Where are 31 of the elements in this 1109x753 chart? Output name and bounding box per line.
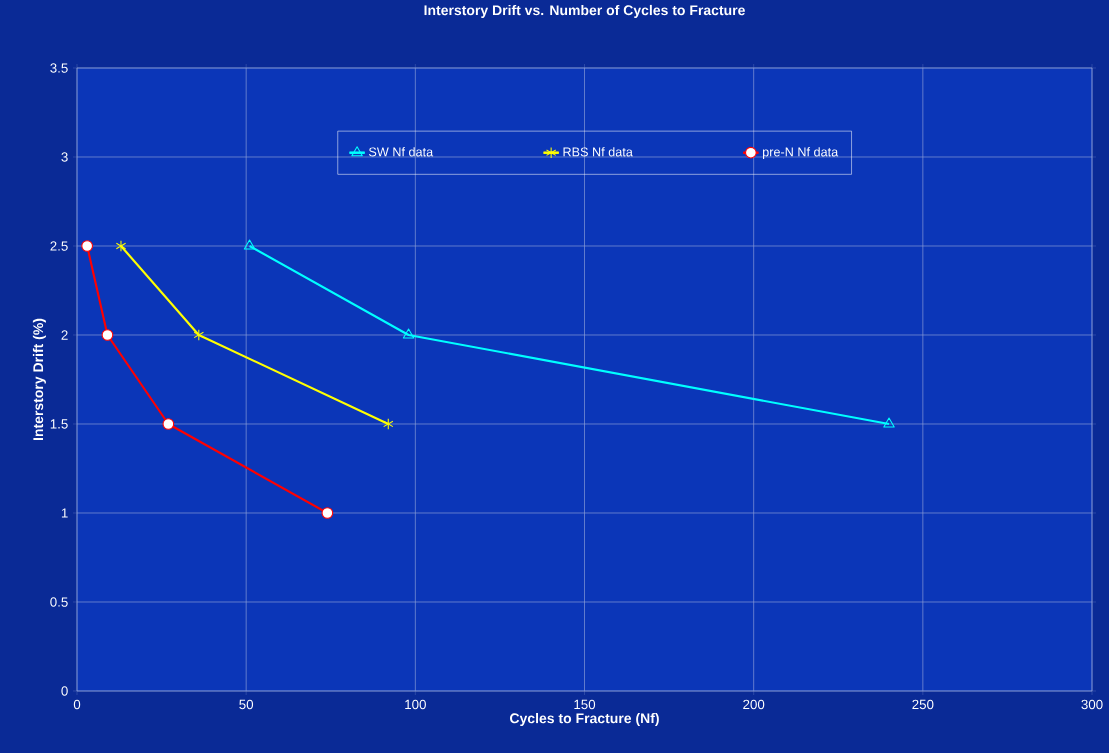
point	[243, 239, 256, 250]
x-tick-label: 150	[574, 699, 596, 710]
point	[383, 418, 394, 430]
x-tick-label: 0	[73, 699, 81, 710]
y-tick-label: 2	[61, 330, 68, 340]
x-axis-title: Cycles to Fracture (Nf)	[510, 712, 659, 727]
y-tick-label: 2.5	[50, 241, 68, 251]
x-tick-label: 300	[1081, 699, 1103, 710]
y-tick-label: 3	[61, 152, 68, 162]
point	[81, 240, 94, 252]
y-tick-label: 1	[61, 508, 68, 518]
x-tick-label: 50	[239, 699, 254, 710]
legend-label: pre-N Nf data	[762, 147, 839, 159]
point	[402, 328, 415, 339]
y-tick-label: 1.5	[50, 419, 68, 429]
point	[162, 418, 175, 430]
point	[115, 240, 127, 252]
point	[193, 329, 204, 341]
x-tick-label: 100	[405, 699, 426, 710]
y-tick-label: 3.5	[50, 63, 68, 73]
y-tick-label: 0.5	[50, 597, 68, 607]
y-axis-title: Interstory Drift (%)	[32, 318, 46, 441]
y-tick-label: 0	[61, 686, 68, 696]
legend-label: SW Nf data	[368, 147, 434, 157]
point	[883, 417, 895, 428]
point	[321, 507, 334, 519]
x-tick-label: 200	[743, 699, 765, 710]
point	[101, 329, 114, 341]
x-tick-label: 250	[912, 699, 934, 710]
chart-title: Interstory Drift vs. Number of Cycles to Fracture	[424, 4, 745, 18]
legend-label: RBS Nf data	[563, 147, 633, 157]
